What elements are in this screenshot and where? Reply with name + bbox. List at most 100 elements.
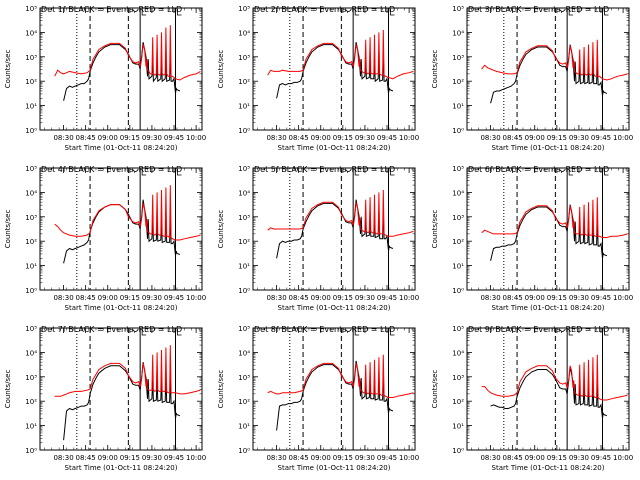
series-line-lld bbox=[481, 197, 628, 238]
y-tick-label: 10² bbox=[238, 398, 250, 406]
x-tick-label: 08:30 bbox=[266, 294, 286, 302]
y-tick-label: 10¹ bbox=[238, 103, 250, 111]
x-tick-label: 10:00 bbox=[399, 294, 419, 302]
x-tick-label: 08:45 bbox=[289, 294, 309, 302]
y-tick-label: 10⁰ bbox=[238, 287, 250, 295]
y-tick-label: 10³ bbox=[452, 54, 464, 62]
x-tick-label: 09:30 bbox=[355, 134, 375, 142]
plot-frame bbox=[39, 7, 203, 131]
y-tick-label: 10² bbox=[25, 398, 37, 406]
y-tick-label: 10⁵ bbox=[452, 325, 464, 333]
y-axis-label: Counts/sec bbox=[217, 50, 225, 89]
chart-panel-6: Det 6f BLACK = Events, RED = LLD Counts/s… bbox=[431, 165, 633, 312]
x-tick-label: 08:45 bbox=[503, 294, 523, 302]
chart-panel-7: Det 7f BLACK = Events, RED = LLD Counts/s… bbox=[4, 325, 206, 472]
x-axis-label: Start Time (01-Oct-11 08:24:20) bbox=[492, 144, 605, 152]
x-tick-label: 08:45 bbox=[503, 134, 523, 142]
x-tick-label: 09:15 bbox=[547, 454, 567, 462]
y-tick-label: 10³ bbox=[238, 54, 250, 62]
y-tick-label: 10⁰ bbox=[452, 127, 464, 135]
chart-title: Det 4f BLACK = Events, RED = LLD bbox=[41, 165, 182, 174]
y-tick-label: 10² bbox=[25, 238, 37, 246]
chart-title: Det 9f BLACK = Events, RED = LLD bbox=[468, 325, 609, 334]
y-tick-label: 10⁴ bbox=[238, 349, 250, 357]
y-tick-label: 10⁴ bbox=[25, 29, 37, 37]
y-tick-label: 10⁴ bbox=[238, 189, 250, 197]
chart-panel-3: Det 3f BLACK = Events, RED = LLD Counts/s… bbox=[431, 5, 633, 152]
chart-title: Det 7f BLACK = Events, RED = LLD bbox=[41, 325, 182, 334]
y-axis-label: Counts/sec bbox=[4, 370, 12, 409]
x-axis-label: Start Time (01-Oct-11 08:24:20) bbox=[278, 144, 391, 152]
y-tick-label: 10² bbox=[452, 78, 464, 86]
bracket-symbol bbox=[559, 168, 566, 172]
y-tick-label: 10³ bbox=[452, 214, 464, 222]
y-axis-label: Counts/sec bbox=[4, 210, 12, 249]
x-axis-label: Start Time (01-Oct-11 08:24:20) bbox=[65, 144, 178, 152]
y-tick-label: 10¹ bbox=[452, 103, 464, 111]
x-tick-label: 09:30 bbox=[569, 454, 589, 462]
bracket-symbol bbox=[177, 9, 182, 16]
chart-panel-1: Det 1f BLACK = Events, RED = LLD Counts/s… bbox=[4, 5, 206, 152]
x-axis-label: Start Time (01-Oct-11 08:24:20) bbox=[278, 464, 391, 472]
x-tick-label: 08:30 bbox=[53, 294, 73, 302]
chart-title: Det 8f BLACK = Events, RED = LLD bbox=[254, 325, 395, 334]
y-tick-label: 10¹ bbox=[238, 263, 250, 271]
y-tick-label: 10³ bbox=[238, 374, 250, 382]
bracket-symbol bbox=[177, 169, 182, 176]
x-tick-label: 10:00 bbox=[186, 454, 206, 462]
chart-title: Det 1f BLACK = Events, RED = LLD bbox=[41, 5, 182, 14]
series-line-lld bbox=[54, 25, 201, 81]
x-tick-label: 08:45 bbox=[289, 134, 309, 142]
bracket-symbol bbox=[559, 8, 566, 12]
chart-panel-8: Det 8f BLACK = Events, RED = LLD Counts/s… bbox=[217, 325, 419, 472]
y-tick-label: 10³ bbox=[25, 54, 37, 62]
x-tick-label: 09:45 bbox=[377, 454, 397, 462]
y-tick-label: 10³ bbox=[238, 214, 250, 222]
x-tick-label: 08:30 bbox=[53, 134, 73, 142]
x-tick-label: 09:30 bbox=[142, 134, 162, 142]
bracket-symbol bbox=[177, 329, 182, 336]
plot-frame bbox=[252, 167, 416, 291]
x-tick-label: 09:45 bbox=[164, 134, 184, 142]
x-tick-label: 08:30 bbox=[480, 454, 500, 462]
x-tick-label: 09:30 bbox=[142, 294, 162, 302]
plot-frame bbox=[466, 327, 630, 451]
bracket-symbol bbox=[345, 8, 352, 12]
bracket-symbol bbox=[568, 9, 574, 16]
y-tick-label: 10² bbox=[238, 238, 250, 246]
series-line-lld bbox=[267, 29, 414, 80]
y-tick-label: 10⁰ bbox=[25, 287, 37, 295]
y-tick-label: 10⁴ bbox=[452, 29, 464, 37]
x-tick-label: 08:30 bbox=[480, 294, 500, 302]
y-tick-label: 10⁵ bbox=[238, 325, 250, 333]
y-tick-label: 10⁴ bbox=[452, 349, 464, 357]
y-tick-label: 10⁴ bbox=[452, 189, 464, 197]
bracket-symbol bbox=[345, 168, 352, 172]
x-tick-label: 09:15 bbox=[547, 134, 567, 142]
y-tick-label: 10⁰ bbox=[238, 127, 250, 135]
bracket-symbol bbox=[390, 169, 395, 176]
x-tick-label: 09:00 bbox=[98, 454, 118, 462]
y-tick-label: 10³ bbox=[25, 374, 37, 382]
y-tick-label: 10¹ bbox=[238, 423, 250, 431]
bracket-symbol bbox=[141, 329, 147, 336]
y-tick-label: 10⁰ bbox=[238, 447, 250, 455]
series-line-lld bbox=[54, 185, 201, 241]
x-tick-label: 09:45 bbox=[591, 294, 611, 302]
chart-title: Det 2f BLACK = Events, RED = LLD bbox=[254, 5, 395, 14]
plot-frame bbox=[252, 327, 416, 451]
y-tick-label: 10⁴ bbox=[25, 189, 37, 197]
x-tick-label: 10:00 bbox=[186, 294, 206, 302]
bracket-symbol bbox=[390, 329, 395, 336]
chart-panel-2: Det 2f BLACK = Events, RED = LLD Counts/s… bbox=[217, 5, 419, 152]
y-tick-label: 10⁴ bbox=[25, 349, 37, 357]
y-axis-label: Counts/sec bbox=[431, 210, 439, 249]
x-tick-label: 08:30 bbox=[266, 134, 286, 142]
bracket-symbol bbox=[354, 329, 360, 336]
x-axis-label: Start Time (01-Oct-11 08:24:20) bbox=[278, 304, 391, 312]
plot-frame bbox=[466, 167, 630, 291]
x-tick-label: 09:45 bbox=[591, 134, 611, 142]
x-tick-label: 10:00 bbox=[186, 134, 206, 142]
y-tick-label: 10⁰ bbox=[25, 127, 37, 135]
